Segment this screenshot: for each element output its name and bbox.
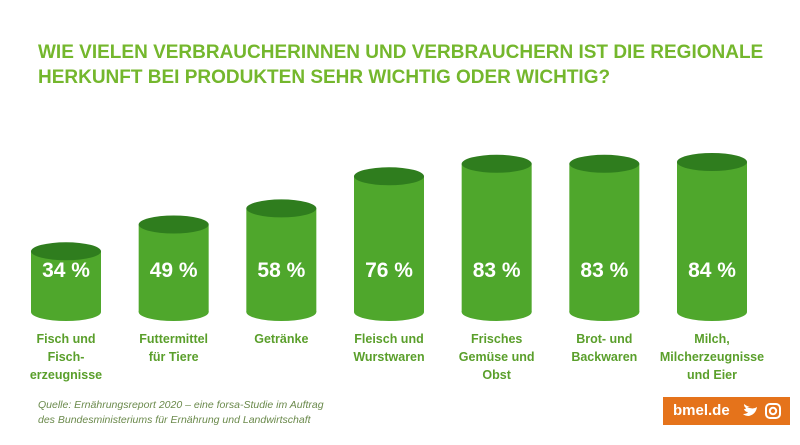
- bar: [569, 163, 640, 312]
- value-label: 76 %: [365, 259, 413, 282]
- brand-text: bmel.de: [673, 402, 730, 419]
- category-label: Milch, Milcherzeugnisse und Eier: [659, 332, 765, 382]
- brand-badge: bmel.de: [663, 397, 790, 425]
- bar: [677, 162, 747, 312]
- value-label: 34 %: [42, 259, 90, 282]
- value-label: 83 %: [580, 259, 629, 282]
- bar: [354, 176, 424, 312]
- category-label: Getränke: [254, 332, 309, 346]
- bar-top: [31, 242, 101, 261]
- bar-top: [569, 154, 640, 173]
- bar-top: [677, 153, 747, 171]
- bar-top: [246, 199, 317, 218]
- chart-title: WIE VIELEN VERBRAUCHERINNEN UND VERBRAUC…: [38, 42, 764, 88]
- value-label: 84 %: [688, 259, 736, 282]
- bar-top: [461, 154, 532, 173]
- category-label: Futtermittel für Tiere: [139, 332, 209, 364]
- value-label: 49 %: [149, 259, 198, 282]
- value-label: 58 %: [257, 259, 306, 282]
- category-label: Brot- und Backwaren: [571, 332, 638, 364]
- category-label: Fleisch und Wurstwaren: [353, 332, 425, 364]
- source-note: Quelle: Ernährungsreport 2020 – eine for…: [38, 399, 324, 426]
- social-icons: [743, 403, 781, 419]
- category-label: Frisches Gemüse und Obst: [458, 332, 535, 382]
- bar: [246, 208, 317, 312]
- bar-top: [354, 167, 424, 186]
- bar-top: [138, 215, 209, 234]
- bar: [138, 224, 209, 312]
- category-label: Fisch und Fisch- erzeugnisse: [29, 332, 103, 382]
- bar: [461, 163, 532, 312]
- bar: [31, 251, 101, 312]
- value-label: 83 %: [472, 259, 521, 282]
